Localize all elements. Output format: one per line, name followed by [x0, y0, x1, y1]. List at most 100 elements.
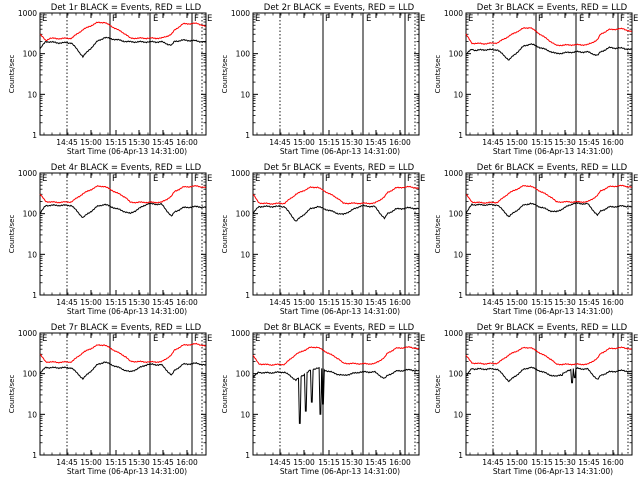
- y-axis-label: Counts/sec: [221, 375, 229, 414]
- detector-panel-1: Det 1r BLACK = Events, RED = LLD 1 10 100 10…: [8, 3, 212, 156]
- x-tick-label: 15:00: [80, 298, 102, 307]
- events-series-line: [252, 204, 419, 222]
- x-tick-label: 14:45: [269, 138, 291, 147]
- y-axis-label: Counts/sec: [221, 55, 229, 94]
- flag-label: E: [42, 14, 47, 24]
- panel-title: Det 4r BLACK = Events, RED = LLD: [51, 163, 202, 173]
- x-tick-label: 14:45: [269, 298, 291, 307]
- x-tick-label: 16:00: [176, 138, 198, 147]
- y-tick-label: 1000: [444, 169, 463, 178]
- x-axis-label: Start Time (06-Apr-13 14:31:00): [67, 467, 187, 476]
- panel-title: Det 2r BLACK = Events, RED = LLD: [264, 3, 415, 13]
- y-tick-label: 1: [458, 451, 463, 460]
- flag-label: E: [42, 174, 47, 184]
- x-tick-label: 15:15: [318, 138, 340, 147]
- y-tick-label: 1: [32, 291, 37, 300]
- x-axis-label: Start Time (06-Apr-13 14:31:00): [67, 307, 187, 316]
- x-tick-label: 14:45: [269, 458, 291, 467]
- x-tick-label: 15:15: [105, 458, 127, 467]
- y-tick-label: 1000: [18, 329, 37, 338]
- flag-label: F: [538, 174, 543, 184]
- flag-label: F: [325, 334, 330, 344]
- x-tick-label: 16:00: [602, 298, 624, 307]
- flag-label: F: [112, 334, 117, 344]
- flag-label: E: [153, 174, 158, 184]
- plot-frame: [252, 12, 420, 136]
- x-tick-label: 15:30: [341, 458, 363, 467]
- x-tick-label: 14:45: [482, 458, 504, 467]
- y-tick-label: 100: [449, 370, 464, 379]
- flag-label: F: [112, 174, 117, 184]
- y-axis-label: Counts/sec: [434, 215, 442, 254]
- x-tick-label: 15:15: [318, 458, 340, 467]
- x-tick-label: 16:00: [176, 458, 198, 467]
- y-tick-label: 100: [23, 210, 38, 219]
- flag-label: F: [538, 334, 543, 344]
- y-tick-label: 1000: [231, 169, 250, 178]
- x-tick-label: 15:00: [80, 138, 102, 147]
- y-tick-label: 10: [240, 250, 250, 259]
- x-axis-label: Start Time (06-Apr-13 14:31:00): [67, 147, 187, 156]
- y-axis-label: Counts/sec: [434, 55, 442, 94]
- y-tick-label: 1: [458, 131, 463, 140]
- y-tick-label: 1: [245, 131, 250, 140]
- plot-frame: [252, 172, 420, 296]
- flag-label: F: [407, 174, 412, 184]
- panel-title: Det 1r BLACK = Events, RED = LLD: [51, 3, 202, 13]
- y-tick-label: 100: [449, 50, 464, 59]
- flag-label: E: [153, 334, 158, 344]
- flag-label: E: [633, 334, 638, 344]
- flag-label: E: [255, 334, 260, 344]
- x-tick-label: 16:00: [389, 298, 411, 307]
- flag-label: F: [620, 174, 625, 184]
- events-series-line: [39, 202, 207, 218]
- lld-series-line: [465, 27, 632, 47]
- x-tick-label: 14:45: [56, 298, 78, 307]
- x-axis-label: Start Time (06-Apr-13 14:31:00): [280, 467, 400, 476]
- x-tick-label: 15:45: [152, 298, 174, 307]
- y-tick-label: 1000: [231, 9, 250, 18]
- x-tick-label: 15:00: [506, 458, 528, 467]
- y-tick-label: 1: [245, 291, 250, 300]
- x-tick-label: 16:00: [389, 458, 411, 467]
- y-tick-label: 1000: [444, 9, 463, 18]
- flag-label: E: [207, 334, 212, 344]
- events-series-line: [39, 36, 206, 59]
- x-tick-label: 15:45: [365, 458, 387, 467]
- x-tick-label: 15:30: [554, 458, 576, 467]
- y-axis-label: Counts/sec: [221, 215, 229, 254]
- x-tick-label: 15:45: [578, 298, 600, 307]
- x-tick-label: 16:00: [176, 298, 198, 307]
- flag-label: F: [620, 334, 625, 344]
- y-tick-label: 1: [245, 451, 250, 460]
- x-axis-label: Start Time (06-Apr-13 14:31:00): [493, 147, 613, 156]
- y-tick-label: 100: [236, 50, 251, 59]
- flag-label: E: [579, 14, 584, 24]
- y-tick-label: 1000: [18, 169, 37, 178]
- x-axis-label: Start Time (06-Apr-13 14:31:00): [493, 467, 613, 476]
- x-tick-label: 15:30: [554, 298, 576, 307]
- plot-frame: [39, 12, 207, 136]
- y-axis-label: Counts/sec: [8, 215, 16, 254]
- flag-label: E: [420, 334, 425, 344]
- detector-panel-8: Det 8r BLACK = Events, RED = LLD 1 10 100 10…: [221, 323, 425, 476]
- x-tick-label: 15:00: [80, 458, 102, 467]
- plot-frame: [39, 332, 207, 456]
- lld-series-line: [252, 346, 419, 366]
- flag-label: E: [420, 14, 425, 24]
- x-tick-label: 15:15: [318, 298, 340, 307]
- flag-label: E: [255, 14, 260, 24]
- plot-frame: [252, 332, 420, 456]
- y-tick-label: 100: [236, 370, 251, 379]
- x-tick-label: 14:45: [56, 458, 78, 467]
- y-axis-label: Counts/sec: [8, 375, 16, 414]
- x-tick-label: 15:45: [152, 458, 174, 467]
- x-tick-label: 15:00: [293, 138, 315, 147]
- x-tick-label: 15:45: [365, 138, 387, 147]
- flag-label: F: [407, 334, 412, 344]
- x-tick-label: 15:45: [578, 138, 600, 147]
- events-series-line: [39, 361, 206, 381]
- flag-label: F: [194, 334, 199, 344]
- x-tick-label: 14:45: [482, 138, 504, 147]
